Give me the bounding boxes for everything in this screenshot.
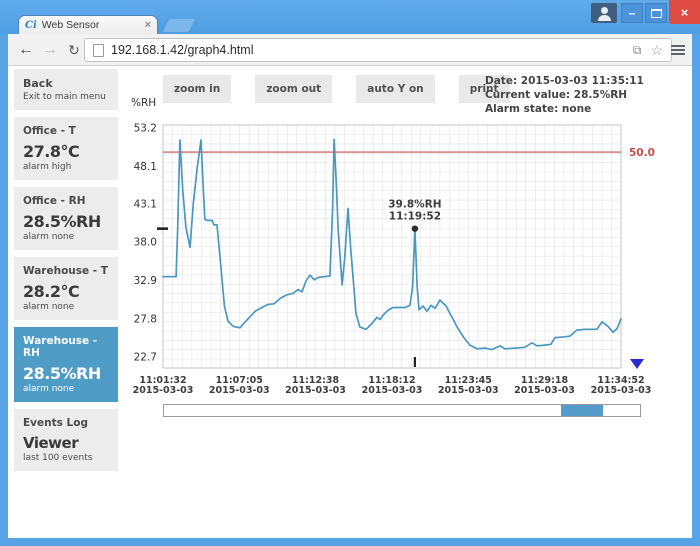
bookmark-star-icon[interactable]: ☆ bbox=[650, 41, 663, 58]
y-tick-label: 38.0 bbox=[134, 237, 157, 249]
sidebar-item-title: Office - RH bbox=[23, 195, 86, 207]
maximize-icon bbox=[650, 8, 662, 18]
status-current-value: Current value: 28.5%RH bbox=[485, 89, 628, 101]
sidebar-item-value: 27.8°C bbox=[23, 142, 80, 161]
sidebar-item-office-t[interactable]: Office - T 27.8°C alarm high bbox=[14, 117, 118, 180]
y-tick-label: 48.1 bbox=[134, 161, 157, 173]
sidebar-item-alarm: alarm none bbox=[23, 384, 75, 394]
titlebar: Ci Web Sensor × – × bbox=[0, 0, 700, 34]
x-tick-time: 11:01:32 bbox=[139, 375, 186, 386]
sidebar-item-alarm: alarm high bbox=[23, 162, 72, 172]
tab-favicon-icon: Ci bbox=[25, 19, 37, 31]
menu-icon[interactable] bbox=[667, 39, 689, 61]
x-tick-time: 11:34:52 bbox=[597, 375, 644, 386]
page-actions-icon[interactable]: ⧉ bbox=[632, 42, 642, 57]
chart-controls: zoom in zoom out auto Y on print bbox=[163, 75, 529, 103]
annotation-dot bbox=[411, 225, 419, 232]
person-icon bbox=[600, 6, 608, 14]
y-tick-label: 53.2 bbox=[134, 123, 157, 135]
sidebar-item-title: Back bbox=[23, 77, 53, 90]
sidebar-item-title: Events Log bbox=[23, 417, 88, 429]
grid bbox=[163, 125, 621, 368]
annotation-x-marker bbox=[413, 357, 416, 367]
page-content: Back Exit to main menu Office - T 27.8°C… bbox=[8, 66, 692, 538]
sidebar-item-value: Viewer bbox=[23, 434, 79, 452]
status-alarm-state: Alarm state: none bbox=[485, 103, 592, 115]
x-tick-date: 2015-03-03 bbox=[591, 385, 652, 396]
sidebar-item-value: 28.2°C bbox=[23, 282, 80, 301]
forward-icon[interactable]: → bbox=[42, 41, 58, 58]
x-tick-time: 11:23:45 bbox=[445, 375, 492, 386]
annotation-value: 39.8%RH bbox=[388, 199, 441, 211]
browser-tab[interactable]: Ci Web Sensor × bbox=[18, 15, 158, 34]
address-bar[interactable]: 192.168.1.42/graph4.html ⧉ ☆ bbox=[84, 38, 672, 62]
new-tab-button[interactable] bbox=[162, 19, 196, 32]
sidebar-item-office-rh[interactable]: Office - RH 28.5%RH alarm none bbox=[14, 187, 118, 250]
sidebar-item-alarm: alarm none bbox=[23, 302, 75, 312]
tab-close-icon[interactable]: × bbox=[144, 18, 151, 31]
sidebar-item-title: Warehouse - T bbox=[23, 265, 108, 277]
series-line bbox=[162, 138, 622, 351]
sidebar-item-events-log[interactable]: Events Log Viewer last 100 events bbox=[14, 409, 118, 471]
sidebar-item-sub: last 100 events bbox=[23, 453, 93, 463]
sidebar: Back Exit to main menu Office - T 27.8°C… bbox=[14, 69, 118, 478]
x-tick-time: 11:07:05 bbox=[216, 375, 263, 386]
x-tick-date: 2015-03-03 bbox=[285, 385, 346, 396]
sidebar-item-value: 28.5%RH bbox=[23, 212, 101, 231]
status-block: Date: 2015-03-03 11:35:11 Current value:… bbox=[485, 74, 644, 116]
x-tick-date: 2015-03-03 bbox=[133, 385, 194, 396]
annotation-time: 11:19:52 bbox=[389, 211, 441, 223]
scrollbar-thumb[interactable] bbox=[561, 405, 603, 416]
sidebar-item-warehouse-t[interactable]: Warehouse - T 28.2°C alarm none bbox=[14, 257, 118, 320]
y-tick-label: 22.7 bbox=[134, 352, 157, 364]
url-text[interactable]: 192.168.1.42/graph4.html bbox=[111, 43, 254, 57]
tab-title: Web Sensor bbox=[41, 19, 100, 31]
annotation-y-marker bbox=[157, 227, 168, 230]
sidebar-item-title: Office - T bbox=[23, 125, 76, 137]
zoom-out-button[interactable]: zoom out bbox=[255, 75, 333, 103]
close-button[interactable]: × bbox=[669, 0, 700, 24]
x-tick-date: 2015-03-03 bbox=[438, 385, 499, 396]
horizontal-scrollbar[interactable] bbox=[163, 404, 641, 417]
x-tick-date: 2015-03-03 bbox=[209, 385, 270, 396]
x-tick-date: 2015-03-03 bbox=[514, 385, 575, 396]
browser-toolbar: ← → ↻ 192.168.1.42/graph4.html ⧉ ☆ bbox=[8, 34, 692, 66]
sidebar-item-title: Warehouse - RH bbox=[23, 335, 98, 359]
plot-border bbox=[162, 124, 622, 369]
x-tick-time: 11:18:12 bbox=[368, 375, 415, 386]
sidebar-item-sub: Exit to main menu bbox=[23, 92, 106, 102]
chart-svg[interactable]: %RH53.248.143.138.032.927.822.711:01:322… bbox=[125, 95, 692, 425]
maximize-button[interactable] bbox=[645, 3, 667, 23]
y-tick-label: 43.1 bbox=[134, 198, 157, 210]
zoom-in-button[interactable]: zoom in bbox=[163, 75, 232, 103]
profile-button[interactable] bbox=[591, 3, 617, 23]
alarm-line-label: 50.0 bbox=[629, 147, 655, 159]
x-tick-time: 11:29:18 bbox=[521, 375, 569, 386]
status-date: Date: 2015-03-03 11:35:11 bbox=[485, 75, 644, 87]
y-tick-label: 32.9 bbox=[134, 275, 157, 287]
reload-icon[interactable]: ↻ bbox=[68, 41, 80, 58]
auto-y-button[interactable]: auto Y on bbox=[356, 75, 435, 103]
sidebar-item-warehouse-rh[interactable]: Warehouse - RH 28.5%RH alarm none bbox=[14, 327, 118, 402]
sidebar-item-back[interactable]: Back Exit to main menu bbox=[14, 69, 118, 110]
sidebar-item-value: 28.5%RH bbox=[23, 364, 101, 383]
minimize-icon: – bbox=[628, 6, 636, 20]
position-triangle-icon bbox=[630, 359, 644, 369]
close-icon: × bbox=[680, 4, 689, 20]
page-icon bbox=[93, 43, 104, 57]
minimize-button[interactable]: – bbox=[621, 3, 643, 23]
y-tick-label: 27.8 bbox=[134, 313, 157, 325]
y-axis-label: %RH bbox=[131, 97, 156, 109]
sidebar-item-alarm: alarm none bbox=[23, 232, 75, 242]
x-tick-time: 11:12:38 bbox=[292, 375, 340, 386]
back-icon[interactable]: ← bbox=[18, 41, 34, 58]
print-button[interactable]: print bbox=[458, 75, 510, 103]
x-tick-date: 2015-03-03 bbox=[362, 385, 423, 396]
